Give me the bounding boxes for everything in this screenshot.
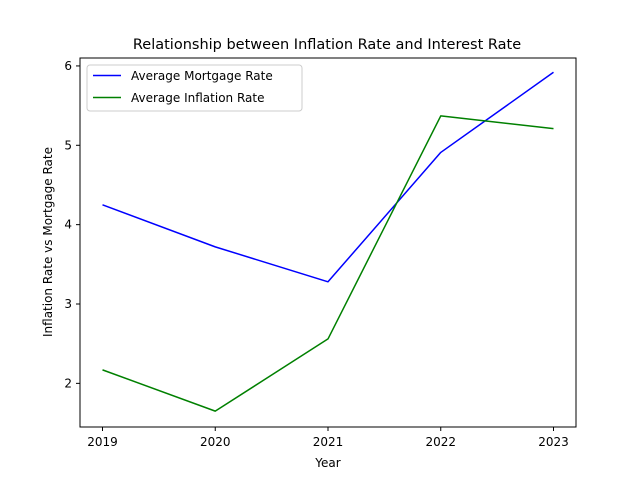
y-tick-label: 4 (64, 218, 72, 232)
plot-area (79, 57, 577, 428)
series-line-inflation (102, 115, 554, 412)
y-axis: 2 3 4 5 6 (64, 59, 80, 390)
y-tick-label: 2 (64, 376, 72, 390)
chart-title: Relationship between Inflation Rate and … (133, 37, 521, 53)
legend-box (86, 64, 303, 112)
x-axis-label: Year (314, 456, 340, 470)
x-axis: 2019 2020 2021 2022 2023 (87, 427, 569, 449)
y-tick-label: 6 (64, 59, 72, 73)
x-tick-label: 2022 (425, 435, 456, 449)
legend-label-inflation: Average Inflation Rate (131, 91, 264, 105)
x-tick-label: 2020 (200, 435, 231, 449)
x-tick-label: 2019 (87, 435, 118, 449)
y-tick-label: 3 (64, 297, 72, 311)
series-line-mortgage (102, 71, 554, 283)
y-axis-label: Inflation Rate vs Mortgage Rate (41, 147, 55, 337)
x-tick-label: 2023 (538, 435, 569, 449)
legend: Average Mortgage Rate Average Inflation … (86, 64, 303, 112)
x-tick-label: 2021 (313, 435, 344, 449)
y-tick-label: 5 (64, 138, 72, 152)
legend-label-mortgage: Average Mortgage Rate (131, 69, 273, 83)
series-group (102, 71, 554, 412)
